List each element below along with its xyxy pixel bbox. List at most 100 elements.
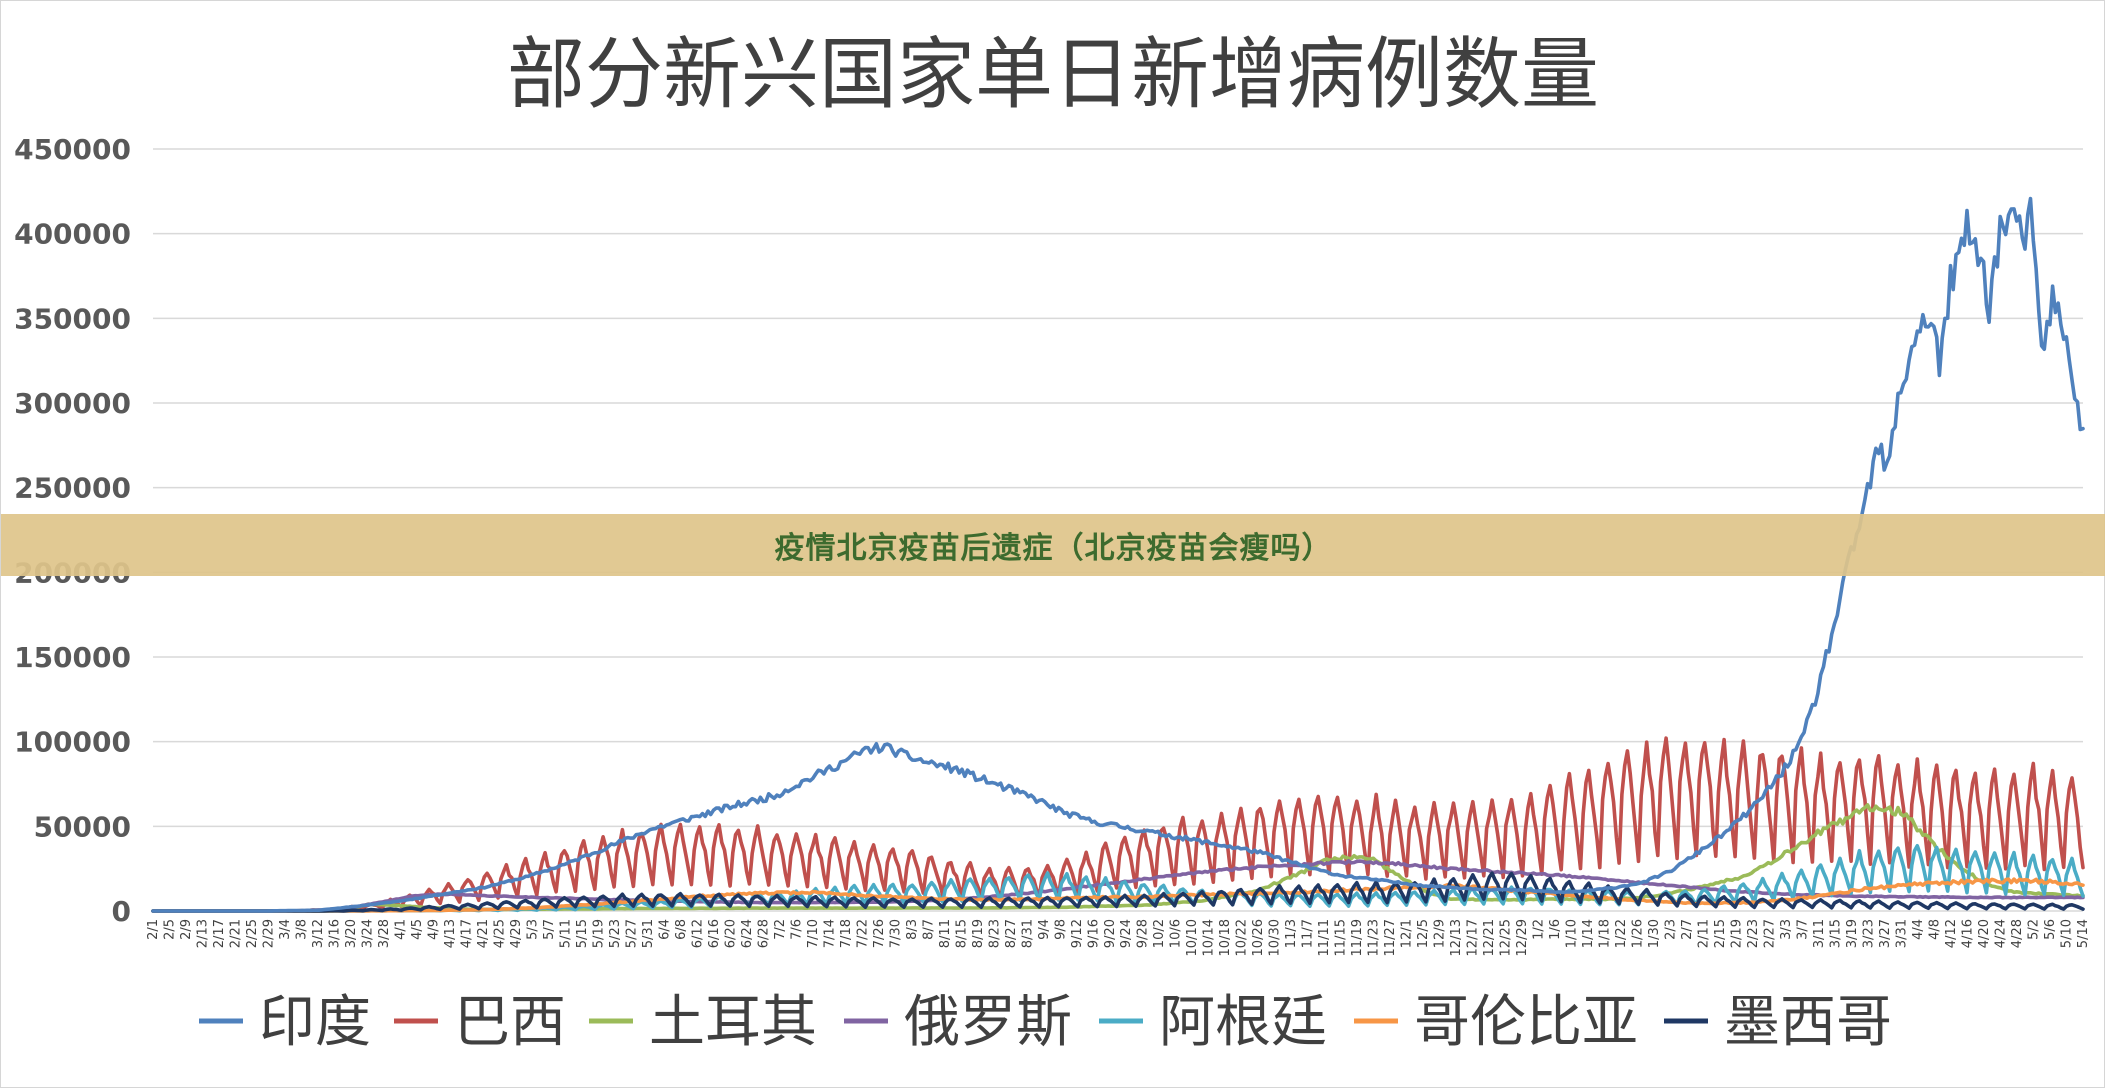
x-tick-label: 4/28 — [2010, 919, 2025, 948]
x-tick-label: 1/26 — [1631, 919, 1646, 948]
overlay-banner[interactable]: 疫情北京疫苗后遗症（北京疫苗会瘦吗） — [1, 514, 2105, 576]
x-tick-label: 3/4 — [278, 919, 293, 940]
x-tick-label: 3/19 — [1845, 919, 1860, 948]
x-tick-label: 4/20 — [1977, 919, 1992, 948]
legend-label: 巴西 — [454, 990, 566, 1055]
x-tick-label: 5/6 — [2043, 919, 2058, 940]
x-tick-label: 5/15 — [575, 919, 590, 948]
y-tick-label: 400000 — [14, 218, 131, 251]
y-tick-label: 250000 — [14, 472, 131, 505]
x-tick-label: 6/12 — [690, 919, 705, 948]
x-tick-label: 10/26 — [1251, 919, 1266, 956]
x-tick-label: 4/21 — [476, 919, 491, 948]
x-tick-label: 7/6 — [789, 919, 804, 940]
x-tick-label: 4/12 — [1944, 919, 1959, 948]
x-tick-label: 4/4 — [1911, 919, 1926, 940]
x-tick-label: 3/7 — [1796, 919, 1811, 940]
x-tick-label: 2/17 — [212, 919, 227, 948]
y-tick-label: 100000 — [14, 726, 131, 759]
x-tick-label: 5/11 — [558, 919, 573, 948]
legend-label: 土耳其 — [649, 990, 817, 1055]
legend-label: 阿根廷 — [1159, 990, 1327, 1055]
x-tick-label: 10/14 — [1202, 919, 1217, 956]
x-tick-label: 11/19 — [1350, 919, 1365, 956]
x-tick-label: 3/20 — [344, 919, 359, 948]
x-tick-label: 8/3 — [905, 919, 920, 940]
x-tick-label: 10/18 — [1218, 919, 1233, 956]
x-tick-label: 2/11 — [1697, 919, 1712, 948]
x-tick-label: 12/9 — [1433, 919, 1448, 948]
x-tick-label: 5/19 — [591, 919, 606, 948]
x-tick-label: 12/1 — [1400, 919, 1415, 948]
x-tick-label: 4/1 — [393, 919, 408, 940]
x-tick-label: 1/14 — [1581, 919, 1596, 948]
x-tick-label: 9/20 — [1103, 919, 1118, 948]
x-tick-label: 7/22 — [855, 919, 870, 948]
x-tick-label: 5/7 — [542, 919, 557, 940]
x-tick-label: 3/27 — [1878, 919, 1893, 948]
x-tick-label: 9/8 — [1053, 919, 1068, 940]
x-tick-label: 11/7 — [1301, 919, 1316, 948]
x-tick-label: 8/7 — [921, 919, 936, 940]
series-lines — [151, 196, 2085, 913]
x-tick-label: 2/7 — [1680, 919, 1695, 940]
x-tick-label: 5/2 — [2027, 919, 2042, 940]
y-tick-label: 300000 — [14, 387, 131, 420]
x-tick-label: 2/23 — [1746, 919, 1761, 948]
x-tick-label: 9/4 — [1037, 919, 1052, 940]
x-tick-label: 12/29 — [1515, 919, 1530, 956]
x-tick-label: 3/3 — [1779, 919, 1794, 940]
x-tick-label: 4/5 — [410, 919, 425, 940]
x-tick-label: 11/23 — [1367, 919, 1382, 956]
x-tick-label: 3/8 — [294, 919, 309, 940]
x-tick-label: 4/8 — [1928, 919, 1943, 940]
x-tick-label: 1/2 — [1532, 919, 1547, 940]
x-tick-label: 6/28 — [756, 919, 771, 948]
x-tick-label: 7/18 — [839, 919, 854, 948]
x-tick-label: 1/18 — [1598, 919, 1613, 948]
series-line-6 — [151, 871, 2085, 913]
x-tick-label: 6/24 — [740, 919, 755, 948]
x-tick-label: 10/22 — [1235, 919, 1250, 956]
legend-label: 墨西哥 — [1724, 990, 1892, 1055]
x-tick-label: 10/6 — [1169, 919, 1184, 948]
x-tick-label: 8/31 — [1020, 919, 1035, 948]
x-tick-label: 2/15 — [1713, 919, 1728, 948]
banner-text: 疫情北京疫苗后遗症（北京疫苗会瘦吗） — [774, 531, 1333, 566]
legend: 印度 巴西 土耳其 俄罗斯 阿根廷 哥伦比亚 墨西哥 — [199, 990, 1892, 1055]
x-tick-label: 1/30 — [1647, 919, 1662, 948]
x-tick-label: 1/6 — [1548, 919, 1563, 940]
x-tick-label: 8/11 — [938, 919, 953, 948]
chart-title: 部分新兴国家单日新增病例数量 — [507, 30, 1599, 120]
x-tick-label: 3/12 — [311, 919, 326, 948]
x-tick-label: 9/28 — [1136, 919, 1151, 948]
x-tick-label: 3/28 — [377, 919, 392, 948]
y-tick-label: 150000 — [14, 641, 131, 674]
y-axis-tick-labels: 0500001000001500002000002500003000003500… — [14, 133, 131, 928]
legend-label: 俄罗斯 — [904, 990, 1072, 1055]
x-tick-label: 9/12 — [1070, 919, 1085, 948]
x-tick-label: 11/27 — [1383, 919, 1398, 956]
x-tick-label: 7/30 — [888, 919, 903, 948]
x-tick-label: 2/27 — [1763, 919, 1778, 948]
x-tick-label: 4/29 — [509, 919, 524, 948]
y-tick-label: 0 — [112, 895, 131, 928]
x-tick-label: 2/19 — [1730, 919, 1745, 948]
x-tick-label: 3/31 — [1895, 919, 1910, 948]
x-tick-label: 1/22 — [1614, 919, 1629, 948]
x-tick-label: 9/16 — [1086, 919, 1101, 948]
y-tick-label: 50000 — [34, 810, 131, 843]
x-tick-label: 10/2 — [1152, 919, 1167, 948]
x-tick-label: 3/15 — [1829, 919, 1844, 948]
x-tick-label: 5/3 — [525, 919, 540, 940]
x-tick-label: 12/21 — [1482, 919, 1497, 956]
y-tick-label: 350000 — [14, 302, 131, 335]
x-tick-label: 7/14 — [822, 919, 837, 948]
x-tick-label: 11/11 — [1317, 919, 1332, 956]
x-tick-label: 4/16 — [1961, 919, 1976, 948]
x-tick-label: 4/25 — [492, 919, 507, 948]
x-tick-label: 8/27 — [1004, 919, 1019, 948]
x-tick-label: 2/5 — [162, 919, 177, 940]
x-tick-label: 6/4 — [657, 919, 672, 940]
